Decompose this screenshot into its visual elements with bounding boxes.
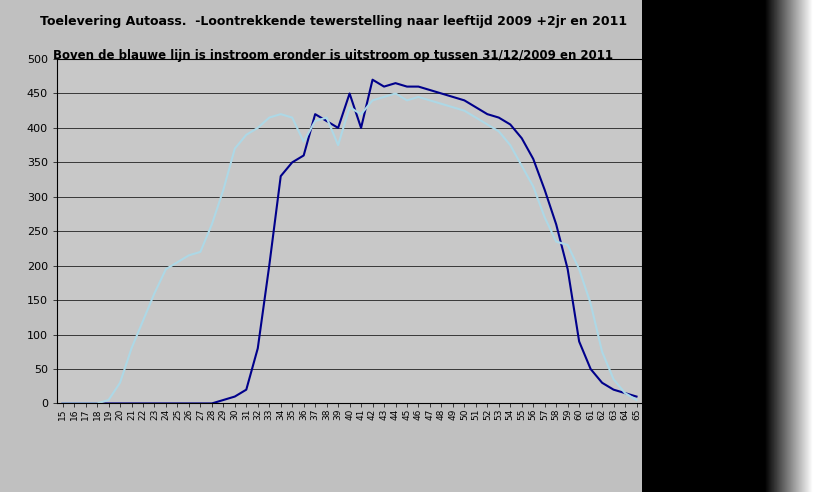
2.011 [230,146,240,152]
2.011 [620,390,630,396]
2.009 [632,394,641,400]
Text: Toelevering Autoass.  -Loontrekkende tewerstelling naar leeftijd 2009 +2jr en 20: Toelevering Autoass. -Loontrekkende tewe… [40,15,627,28]
2.011 [58,400,67,406]
2.009 [482,111,492,117]
Line: 2.009: 2.009 [63,80,637,403]
2.009 [241,387,251,393]
Line: 2.011: 2.011 [63,93,637,403]
2.009 [448,94,458,100]
2.009 [367,77,377,83]
2.009 [58,400,67,406]
2.009 [184,400,193,406]
2.011 [390,91,400,96]
Legend: 2.009, 2.011: 2.009, 2.011 [661,186,768,248]
2.009 [620,390,630,396]
2.011 [241,132,251,138]
2.011 [184,252,193,258]
2.011 [482,122,492,127]
Text: Boven de blauwe lijn is instroom eronder is uitstroom op tussen 31/12/2009 en 20: Boven de blauwe lijn is instroom eronder… [54,49,613,62]
2.009 [230,394,240,400]
2.011 [632,397,641,403]
2.011 [448,104,458,110]
